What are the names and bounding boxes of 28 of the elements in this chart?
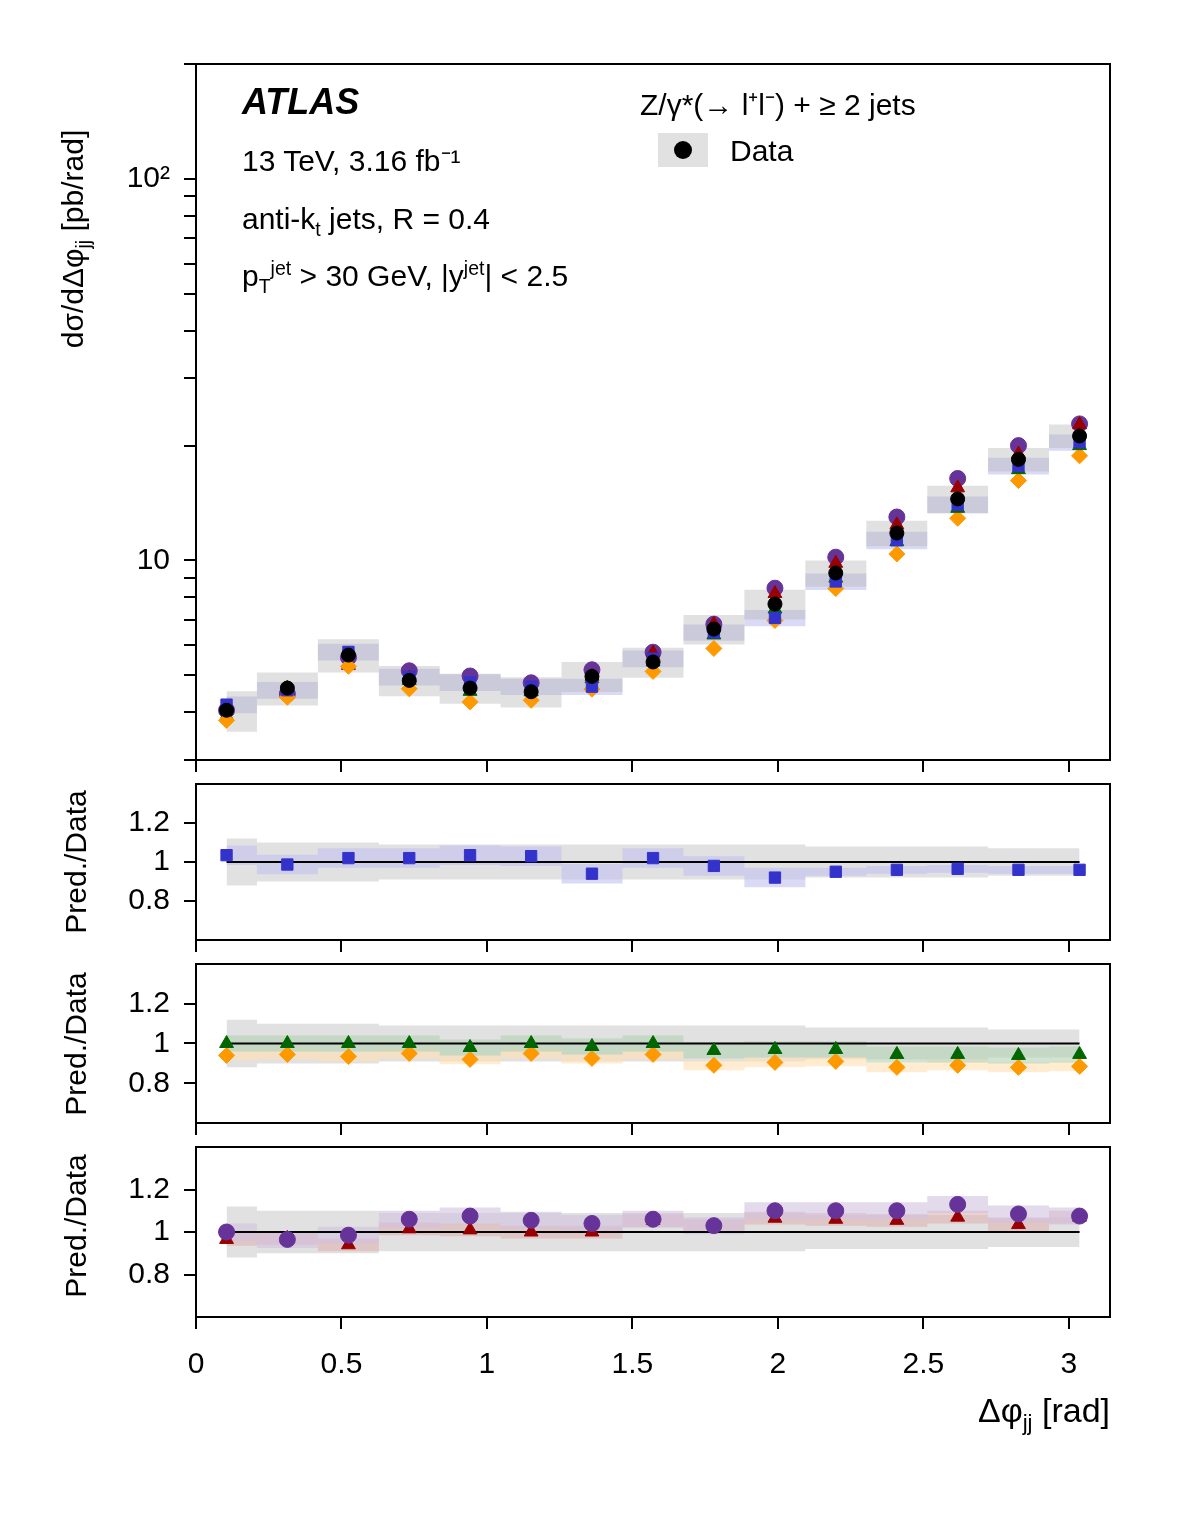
x-tick-label: 0 bbox=[187, 1346, 205, 1380]
y-tick-label: 0.8 bbox=[128, 1255, 170, 1289]
x-tick-label: 0.5 bbox=[320, 1346, 363, 1380]
y-axis-title: Pred./Data bbox=[58, 971, 92, 1116]
y-tick-label: 1.2 bbox=[128, 804, 170, 838]
x-tick-label: 2 bbox=[769, 1346, 787, 1380]
legend-label: Data bbox=[730, 133, 794, 167]
y-tick-label: 1 bbox=[153, 843, 170, 877]
legend-title: Z/γ*(→ l⁺l⁻) + ≥ 2 jets bbox=[640, 88, 917, 121]
annotation: 13 TeV, 3.16 fb⁻¹ bbox=[242, 144, 461, 177]
annotation: p$_{T}$$^{jet}$ > 30 GeV, |y$^{jet}$| < 2.5 bbox=[242, 257, 569, 298]
y-tick-label: 10² bbox=[126, 160, 171, 194]
x-tick-label: 3 bbox=[1060, 1346, 1078, 1380]
y-tick-label: 1.2 bbox=[128, 985, 170, 1019]
x-tick-label: 2.5 bbox=[902, 1346, 945, 1380]
y-axis-title: Pred./Data bbox=[58, 790, 92, 934]
x-tick-label: 1 bbox=[478, 1346, 496, 1380]
x-axis-title: Δφ$_{jj}$ [rad] bbox=[977, 1391, 1110, 1436]
x-tick-label: 1.5 bbox=[611, 1346, 654, 1380]
y-tick-label: 1.2 bbox=[128, 1170, 170, 1204]
y-tick-label: 0.8 bbox=[128, 882, 170, 916]
annotation: ATLAS bbox=[242, 81, 360, 122]
y-tick-label: 10 bbox=[136, 541, 170, 575]
y-axis-title: Pred./Data bbox=[58, 1154, 92, 1298]
y-tick-label: 1 bbox=[153, 1213, 170, 1247]
y-tick-label: 1 bbox=[153, 1024, 170, 1058]
y-tick-label: 0.8 bbox=[128, 1064, 170, 1098]
annotation: anti-k$_{t}$ jets, R = 0.4 bbox=[242, 202, 491, 241]
